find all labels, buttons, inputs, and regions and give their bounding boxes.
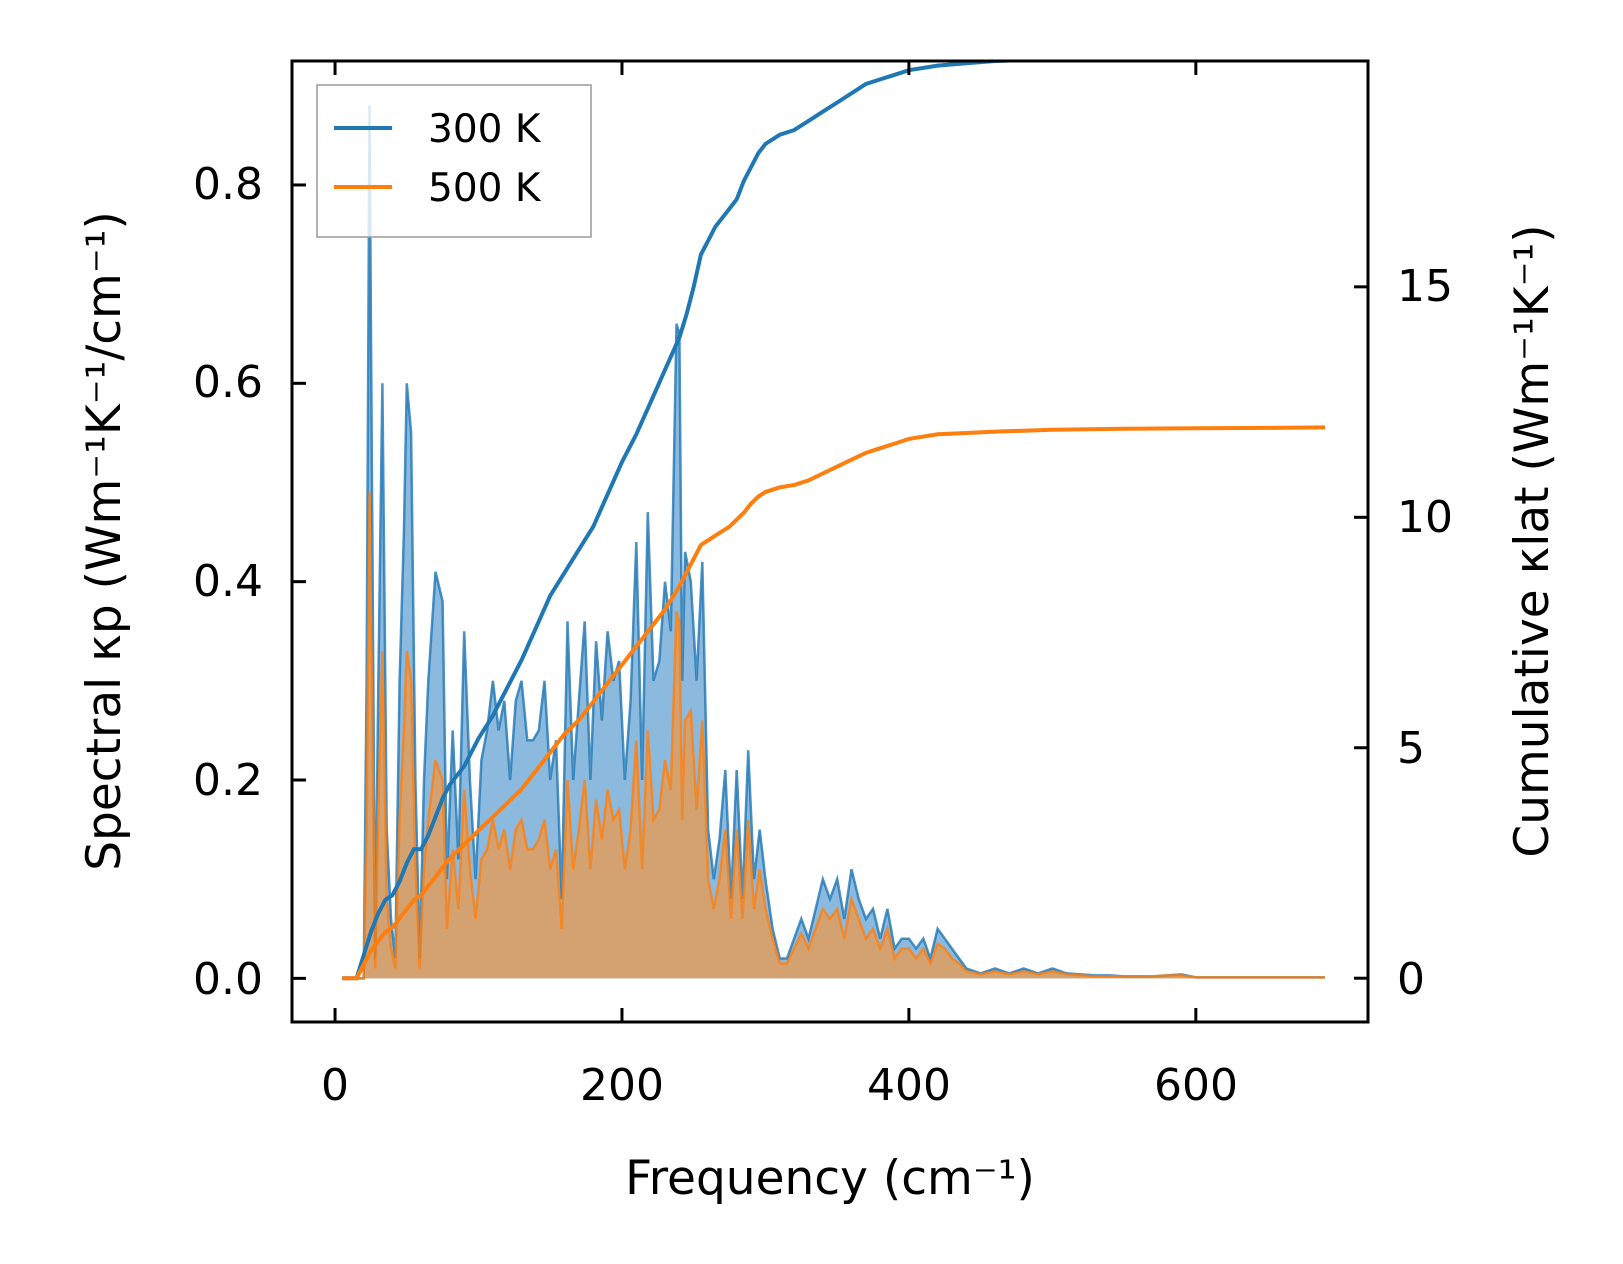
y-right-tick-label: 15: [1397, 261, 1453, 312]
spectral-line-500k: [342, 492, 1325, 980]
plot-frame: [290, 59, 1370, 1024]
y-right-tick-label: 10: [1397, 492, 1453, 543]
cumulative-line-500k: [342, 425, 1326, 981]
legend-label-500k: 500 K: [428, 166, 542, 211]
y-right-axis-label: Cumulative κlat (Wm⁻¹K⁻¹): [1505, 224, 1560, 857]
y-left-tick-label: 0.0: [193, 954, 263, 1005]
x-tick-label: 200: [580, 1060, 664, 1111]
y-left-tick-label: 0.4: [193, 556, 263, 607]
legend-label-300k: 300 K: [428, 107, 542, 152]
x-tick-label: 0: [321, 1060, 349, 1111]
spectral-fill-500k: [342, 492, 1325, 979]
legend: 300 K 500 K: [316, 84, 592, 238]
y-left-tick-label: 0.2: [193, 755, 263, 806]
y-left-tick-label: 0.6: [193, 357, 263, 408]
x-tick-label: 600: [1154, 1060, 1238, 1111]
legend-box: [316, 84, 592, 238]
x-axis-label: Frequency (cm⁻¹): [625, 1151, 1035, 1206]
plot-area: [342, 61, 1326, 981]
y-left-tick-label: 0.8: [193, 159, 263, 210]
y-right-tick-label: 5: [1397, 723, 1425, 774]
cumulative-line-300k: [342, 61, 1047, 981]
y-right-tick-label: 0: [1397, 954, 1425, 1005]
x-tick-label: 400: [867, 1060, 951, 1111]
spectral-fill-300k: [342, 105, 1325, 979]
y-left-axis-label: Spectral κp (Wm⁻¹K⁻¹/cm⁻¹): [77, 211, 132, 871]
tick-marks: [292, 61, 1368, 1022]
